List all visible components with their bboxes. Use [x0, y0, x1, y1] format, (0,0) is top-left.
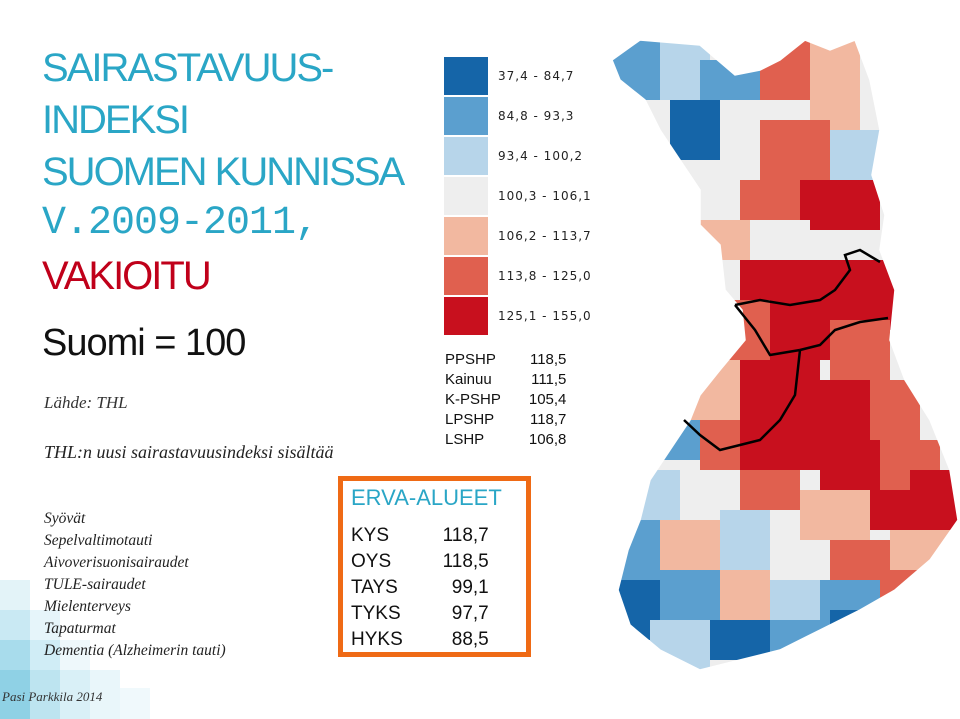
title-line-5: VAKIOITU — [42, 254, 212, 298]
erva-title: ERVA-ALUEET — [351, 485, 502, 510]
legend-item: 113,8 - 125,0 — [444, 256, 644, 296]
region-value: 111,5 — [531, 371, 567, 388]
legend-label: 100,3 - 106,1 — [498, 189, 592, 203]
map-legend: 37,4 - 84,7 84,8 - 93,3 93,4 - 100,2 100… — [444, 56, 644, 336]
region-name: K-PSHP — [445, 391, 501, 408]
legend-item: 37,4 - 84,7 — [444, 56, 644, 96]
legend-swatch — [444, 177, 488, 215]
list-item: Tapaturmat — [44, 620, 116, 637]
contents-heading: THL:n uusi sairastavuusindeksi sisältää — [44, 442, 334, 462]
erva-value: 118,5 — [442, 551, 489, 572]
title-line-4: V.2009-2011, — [42, 201, 319, 246]
legend-swatch — [444, 297, 488, 335]
author-credit: Pasi Parkkila 2014 — [2, 689, 103, 704]
table-row: OYS 118,5 — [351, 549, 489, 575]
erva-name: OYS — [351, 551, 392, 572]
page-title: SAIRASTAVUUS- INDEKSI SUOMEN KUNNISSA V.… — [42, 42, 405, 302]
region-value: 118,7 — [529, 411, 567, 428]
erva-value: 99,1 — [451, 577, 489, 598]
table-row: TYKS 97,7 — [351, 601, 489, 627]
legend-swatch — [444, 57, 488, 95]
erva-name: TYKS — [351, 603, 401, 624]
erva-table: KYS 118,7 OYS 118,5 TAYS 99,1 TYKS 97,7 … — [351, 523, 489, 653]
finland-choropleth-map — [611, 39, 959, 671]
erva-value: 97,7 — [451, 603, 489, 624]
legend-item: 106,2 - 113,7 — [444, 216, 644, 256]
erva-value: 88,5 — [451, 629, 489, 650]
legend-label: 93,4 - 100,2 — [498, 149, 584, 163]
contents-list: Syövät Sepelvaltimotauti Aivoverisuonisa… — [44, 508, 226, 662]
legend-item: 93,4 - 100,2 — [444, 136, 644, 176]
legend-swatch — [444, 97, 488, 135]
legend-label: 84,8 - 93,3 — [498, 109, 575, 123]
table-row: LPSHP 118,7 — [445, 410, 566, 430]
region-value: 106,8 — [528, 431, 567, 448]
hospital-district-table: PPSHP 118,5 Kainuu 111,5 K-PSHP 105,4 LP… — [445, 350, 566, 450]
region-value: 118,5 — [529, 351, 567, 368]
title-line-1: SAIRASTAVUUS- — [42, 46, 334, 90]
region-value: 105,4 — [528, 391, 567, 408]
table-row: K-PSHP 105,4 — [445, 390, 566, 410]
list-item: Mielenterveys — [44, 598, 131, 615]
title-line-3: SUOMEN KUNNISSA — [42, 150, 405, 194]
legend-item: 100,3 - 106,1 — [444, 176, 644, 216]
region-name: LSHP — [445, 431, 485, 448]
erva-name: TAYS — [351, 577, 398, 598]
table-row: PPSHP 118,5 — [445, 350, 566, 370]
legend-label: 113,8 - 125,0 — [498, 269, 592, 283]
list-item: Aivoverisuonisairaudet — [44, 554, 189, 571]
legend-item: 125,1 - 155,0 — [444, 296, 644, 336]
legend-swatch — [444, 137, 488, 175]
table-row: KYS 118,7 — [351, 523, 489, 549]
table-row: HYKS 88,5 — [351, 627, 489, 653]
legend-item: 84,8 - 93,3 — [444, 96, 644, 136]
legend-swatch — [444, 217, 488, 255]
list-item: Sepelvaltimotauti — [44, 532, 153, 549]
table-row: Kainuu 111,5 — [445, 370, 566, 390]
source-label: Lähde: THL — [44, 393, 128, 412]
erva-value: 118,7 — [442, 525, 489, 546]
subtitle: Suomi = 100 — [42, 322, 246, 364]
table-row: TAYS 99,1 — [351, 575, 489, 601]
list-item: Dementia (Alzheimerin tauti) — [44, 642, 226, 659]
title-line-2: INDEKSI — [42, 98, 190, 142]
list-item: Syövät — [44, 510, 86, 527]
table-row: LSHP 106,8 — [445, 430, 566, 450]
legend-label: 125,1 - 155,0 — [498, 309, 592, 323]
erva-name: KYS — [351, 525, 390, 546]
region-name: PPSHP — [445, 351, 496, 368]
legend-swatch — [444, 257, 488, 295]
erva-box: ERVA-ALUEET KYS 118,7 OYS 118,5 TAYS 99,… — [338, 476, 531, 657]
decorative-mosaic — [0, 580, 150, 719]
erva-name: HYKS — [351, 629, 403, 650]
legend-label: 106,2 - 113,7 — [498, 229, 592, 243]
region-name: LPSHP — [445, 411, 495, 428]
list-item: TULE-sairaudet — [44, 576, 146, 593]
legend-label: 37,4 - 84,7 — [498, 69, 575, 83]
region-name: Kainuu — [445, 371, 492, 388]
